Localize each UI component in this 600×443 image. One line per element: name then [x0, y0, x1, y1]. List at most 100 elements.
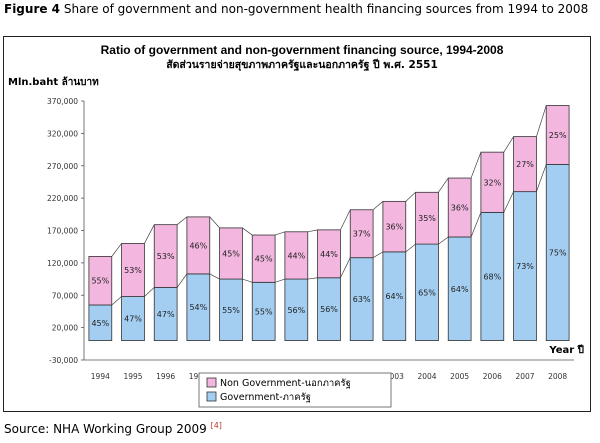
source-text: Source: NHA Working Group 2009: [4, 422, 207, 436]
data-label-non-government: 45%: [222, 249, 240, 258]
connector-line-total: [503, 136, 514, 153]
connector-line-total: [176, 216, 188, 225]
bar-non-government: [545, 105, 570, 165]
data-label-non-government: 27%: [516, 160, 534, 169]
x-tick-label: 2006: [483, 372, 502, 381]
connector-line-government: [274, 278, 286, 283]
connector-line-total: [111, 243, 122, 257]
y-tick-label: -30,000: [49, 356, 78, 365]
y-axis-label: Mln.baht ล้านบาท: [8, 76, 99, 88]
data-label-non-government: 37%: [353, 230, 371, 239]
y-tick-label: 70,000: [52, 291, 78, 300]
x-tick-label: 1994: [91, 372, 110, 381]
chart-frame: Ratio of government and non-government f…: [3, 36, 591, 412]
bar-non-government: [513, 136, 537, 193]
data-label-non-government: 32%: [483, 178, 501, 187]
bar-non-government: [121, 243, 145, 297]
x-tick-label: 1996: [156, 372, 175, 381]
x-tick-label: 2008: [548, 372, 567, 381]
connector-line-government: [176, 273, 188, 288]
data-label-non-government: 44%: [287, 251, 305, 260]
legend: Non Government-นอกภาครัฐ Government-ภาคร…: [198, 372, 392, 408]
data-label-government: 55%: [255, 307, 273, 316]
y-tick-label: 220,000: [47, 194, 78, 203]
connector-line-total: [144, 224, 155, 244]
data-label-government: 63%: [353, 295, 371, 304]
y-tick-label: 120,000: [47, 259, 78, 268]
connector-line-government: [372, 251, 384, 258]
bar-non-government: [382, 200, 407, 253]
bar-non-government: [349, 209, 374, 259]
data-label-non-government: 46%: [189, 241, 207, 250]
data-label-government: 45%: [91, 319, 109, 328]
data-label-government: 75%: [549, 249, 567, 258]
data-label-non-government: 25%: [549, 131, 567, 140]
legend-swatch-government: [206, 391, 217, 402]
connector-line-total: [274, 231, 286, 236]
data-label-non-government: 44%: [320, 250, 338, 259]
y-tick-label: 20,000: [52, 324, 78, 333]
legend-box: [198, 372, 392, 408]
connector-line-total: [438, 177, 449, 193]
data-label-government: 54%: [189, 303, 207, 312]
connector-line-total: [372, 201, 384, 211]
data-label-government: 56%: [320, 305, 338, 314]
x-tick-label: 1995: [123, 372, 142, 381]
connector-line-government: [242, 278, 253, 283]
y-tick-label: 170,000: [47, 227, 78, 236]
connector-line-government: [307, 277, 318, 280]
y-tick-label: 320,000: [47, 129, 78, 138]
y-tick-label: 370,000: [47, 97, 78, 106]
bar-non-government: [415, 191, 439, 245]
connector-line-government: [144, 287, 155, 297]
connector-line-total: [536, 105, 547, 137]
figure-label: Figure 4: [4, 2, 61, 16]
connector-line-government: [438, 236, 449, 245]
figure-caption-text: Share of government and non-government h…: [63, 2, 589, 16]
data-label-government: 55%: [222, 306, 240, 315]
bar-non-government: [153, 224, 178, 288]
connector-line-government: [209, 273, 220, 280]
data-label-government: 64%: [451, 285, 469, 294]
data-label-government: 68%: [483, 272, 501, 281]
connector-line-total: [340, 209, 351, 231]
connector-line-total: [307, 229, 318, 233]
figure-caption: Figure 4 Share of government and non-gov…: [4, 2, 596, 17]
x-tick-label: 1997: [189, 372, 208, 381]
bar-non-government: [480, 151, 505, 213]
connector-line-total: [405, 192, 416, 202]
chart-title: Ratio of government and non-government f…: [101, 43, 504, 57]
connector-line-government: [536, 164, 547, 192]
plot-area: -30,000 20,000 70,000 120,000 170,000 220,000…: [47, 97, 574, 381]
data-label-non-government: 45%: [255, 255, 273, 264]
data-label-government: 64%: [385, 292, 403, 301]
connector-line-government: [340, 257, 351, 278]
data-label-non-government: 53%: [157, 252, 175, 261]
connector-line-government: [503, 191, 514, 213]
data-label-non-government: 36%: [451, 204, 469, 213]
connector-line-government: [111, 296, 122, 306]
legend-label-government: Government-ภาครัฐ: [220, 392, 311, 403]
data-label-government: 47%: [124, 315, 142, 324]
bar-non-government: [317, 229, 341, 279]
data-label-government: 47%: [157, 310, 175, 319]
data-label-government: 56%: [287, 306, 305, 315]
data-label-non-government: 36%: [385, 223, 403, 232]
source-reference-link[interactable]: [4]: [210, 421, 222, 430]
data-label-non-government: 53%: [124, 266, 142, 275]
legend-swatch-non-government: [206, 377, 217, 388]
x-tick-label: 2005: [450, 372, 469, 381]
x-tick-label: 2007: [515, 372, 534, 381]
chart-subtitle: สัดส่วนรายจ่ายสุขภาพภาครัฐและนอกภาครัฐ ป…: [166, 58, 438, 72]
connector-line-government: [405, 243, 416, 253]
data-label-non-government: 55%: [91, 277, 109, 286]
data-label-government: 65%: [418, 288, 436, 297]
data-label-non-government: 35%: [418, 214, 436, 223]
bar-non-government: [447, 177, 472, 238]
data-label-government: 73%: [516, 262, 534, 271]
bar-non-government: [219, 227, 243, 280]
bar-non-government: [88, 255, 113, 306]
x-axis-label: Year ปี: [548, 344, 584, 356]
connector-line-total: [209, 216, 220, 229]
y-tick-label: 270,000: [47, 162, 78, 171]
